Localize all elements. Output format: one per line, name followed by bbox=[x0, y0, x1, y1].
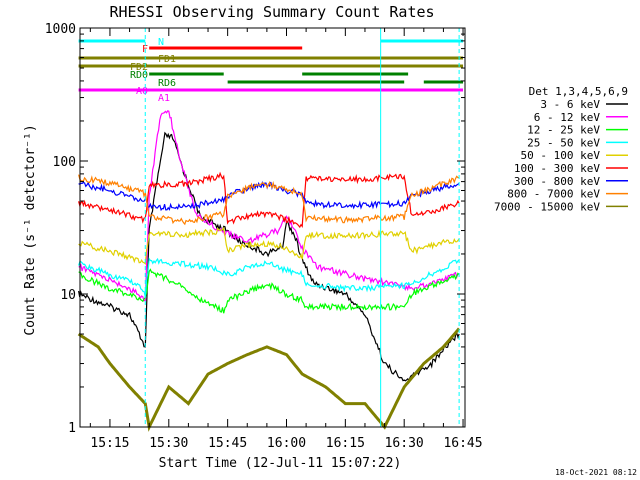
y-tick-label-1: 1 bbox=[68, 421, 76, 436]
series-6-12-kev bbox=[78, 110, 460, 302]
series-25-50-kev bbox=[78, 257, 460, 298]
x-tick-label-16-30: 16:30 bbox=[385, 436, 424, 451]
legend-label-12-25-kev: 12 - 25 keV bbox=[527, 124, 600, 137]
series-300-800-kev bbox=[78, 180, 460, 212]
series-100-300-kev bbox=[78, 171, 460, 229]
vertical-markers bbox=[144, 28, 460, 427]
x-tick-label-16-00: 16:00 bbox=[267, 436, 306, 451]
legend-label-300-800-kev: 300 - 800 keV bbox=[514, 175, 600, 188]
legend-label-3-6-kev: 3 - 6 keV bbox=[540, 98, 600, 111]
legend-label-6-12-kev: 6 - 12 keV bbox=[534, 111, 601, 124]
flag-label-a1: A1 bbox=[158, 93, 170, 104]
plot-frame bbox=[79, 27, 466, 428]
series-12-25-kev bbox=[78, 268, 460, 314]
legend-label-7000-15000-kev: 7000 - 15000 keV bbox=[494, 200, 600, 213]
flag-bars: NFFD1FD2RD0RD6A0A1 bbox=[78, 37, 464, 104]
chart-title: RHESSI Observing Summary Count Rates bbox=[109, 3, 434, 21]
x-axis-ticks: 15:15 15:30 15:45 16:00 16:15 16:30 16:45 bbox=[89, 28, 483, 451]
y-tick-label-1000: 1000 bbox=[45, 22, 76, 37]
footer-timestamp: 18-Oct-2021 08:12 bbox=[555, 468, 637, 477]
series-800-7000-kev bbox=[78, 174, 460, 226]
legend-label-50-100-kev: 50 - 100 keV bbox=[521, 149, 601, 162]
y-axis-ticks: 1 10 100 1000 bbox=[45, 22, 465, 436]
legend-label-800-7000-kev: 800 - 7000 keV bbox=[507, 188, 600, 201]
y-tick-label-10: 10 bbox=[60, 288, 76, 303]
x-axis-label: Start Time (12-Jul-11 15:07:22) bbox=[159, 456, 402, 471]
flag-label-rd0: RD0 bbox=[130, 70, 148, 81]
legend-label-25-50-kev: 25 - 50 keV bbox=[527, 136, 600, 149]
legend-label-100-300-kev: 100 - 300 keV bbox=[514, 162, 600, 175]
series-7000-15000-kev bbox=[77, 327, 461, 432]
x-tick-label-15-30: 15:30 bbox=[149, 436, 188, 451]
legend-title: Det 1,3,4,5,6,9 bbox=[529, 85, 628, 98]
x-tick-label-16-15: 16:15 bbox=[326, 436, 365, 451]
flag-label-rd6: RD6 bbox=[158, 78, 176, 89]
flag-label-n: N bbox=[158, 37, 164, 48]
x-tick-label-16-45: 16:45 bbox=[443, 436, 482, 451]
y-tick-label-100: 100 bbox=[53, 155, 76, 170]
x-tick-label-15-45: 15:45 bbox=[208, 436, 247, 451]
y-axis-label: Count Rate (s⁻¹ detector⁻¹) bbox=[23, 124, 38, 335]
series-50-100-kev bbox=[78, 226, 460, 265]
series-3-6-kev bbox=[78, 131, 460, 382]
series-lines bbox=[77, 110, 461, 432]
x-tick-label-15-15: 15:15 bbox=[90, 436, 129, 451]
